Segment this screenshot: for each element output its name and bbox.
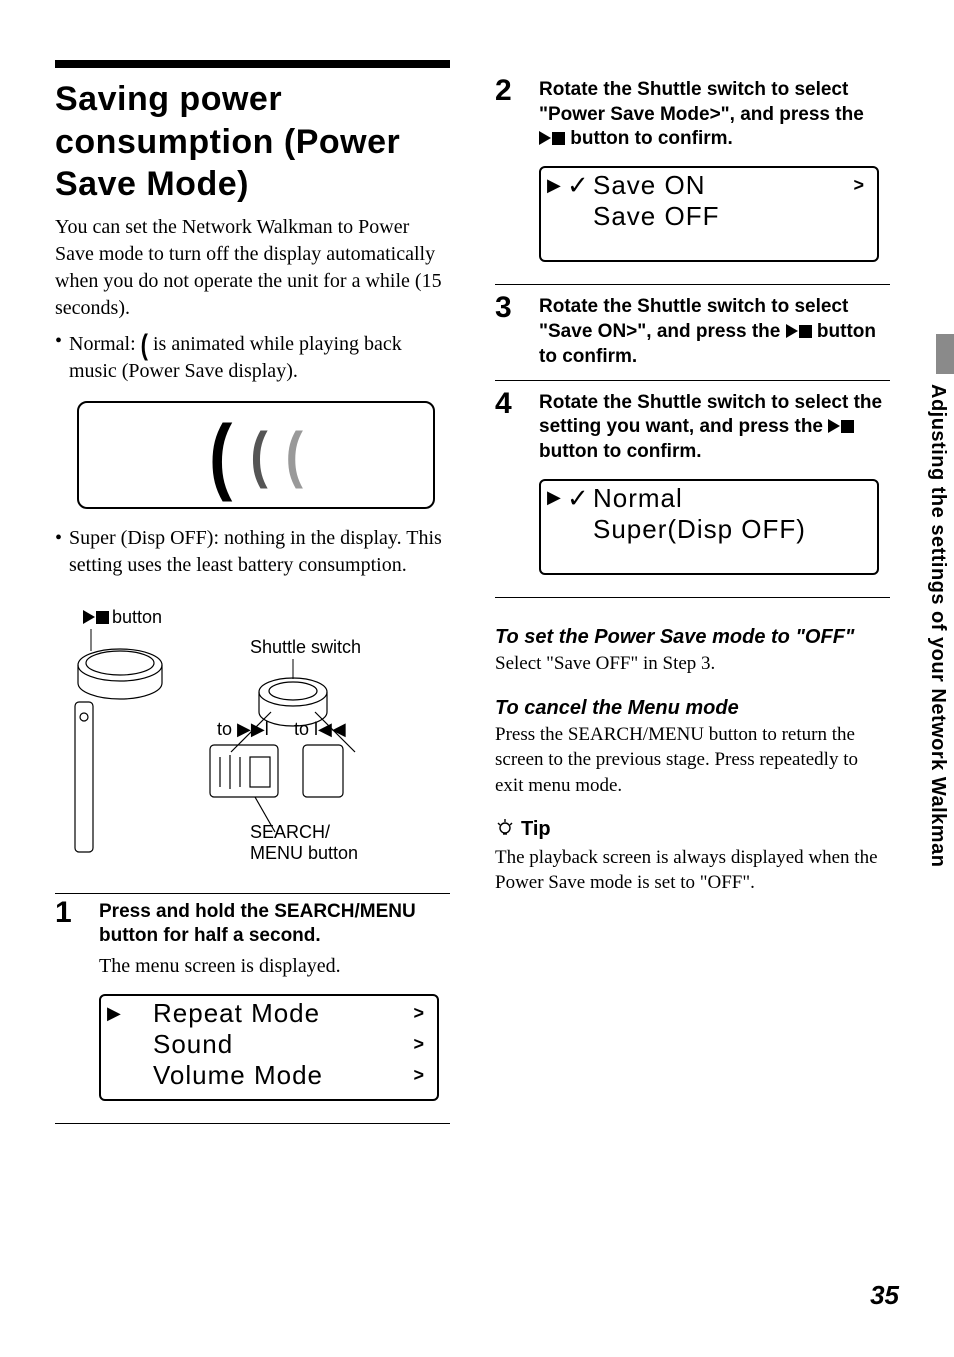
step-2-head-post: button to confirm. (565, 128, 733, 149)
play-stop-icon (539, 131, 565, 145)
sub-cancel-text: Press the SEARCH/MENU button to return t… (495, 722, 890, 799)
step-3-num: 3 (495, 293, 517, 369)
lcd1-row2: Sound (153, 1029, 413, 1060)
intro-text: You can set the Network Walkman to Power… (55, 214, 450, 322)
lcd-step-2: ▶✓Save ON> Save OFF (539, 166, 879, 262)
step-2-num: 2 (495, 76, 517, 152)
lcd1-row3: Volume Mode (153, 1060, 413, 1091)
lcd2-row2: Save OFF (593, 201, 867, 232)
lcd4-row1: Normal (593, 483, 867, 514)
step-1-head: Press and hold the SEARCH/MENU button fo… (99, 900, 450, 949)
lcd-step-1: ▶Repeat Mode> Sound> Volume Mode> (99, 994, 439, 1102)
paren-icon: ( (141, 326, 148, 365)
tip-label: Tip (521, 818, 551, 841)
play-stop-icon (786, 324, 812, 338)
step-4: 4 Rotate the Shuttle switch to select th… (495, 385, 890, 465)
play-stop-icon (828, 419, 854, 433)
sub-off-heading: To set the Power Save mode to "OFF" (495, 626, 890, 649)
step-4-num: 4 (495, 389, 517, 465)
sub-cancel-heading: To cancel the Menu mode (495, 697, 890, 720)
tip-text: The playback screen is always displayed … (495, 845, 890, 896)
title-rule (55, 60, 450, 68)
tip-heading: Tip (495, 817, 890, 843)
bullet-super: • Super (Disp OFF): nothing in the displ… (55, 525, 450, 579)
lcd4-row2: Super(Disp OFF) (593, 514, 867, 545)
step-1: 1 Press and hold the SEARCH/MENU button … (55, 893, 450, 980)
step-3: 3 Rotate the Shuttle switch to select "S… (495, 289, 890, 369)
page-title: Saving power consumption (Power Save Mod… (55, 78, 450, 206)
device-diagram: button Shuttle switch to ▶▶l to l◀◀ SEAR… (55, 607, 450, 887)
bullet-super-text: Super (Disp OFF): nothing in the display… (69, 525, 450, 579)
page-number: 35 (870, 1280, 899, 1311)
step-2: 2 Rotate the Shuttle switch to select "P… (495, 72, 890, 152)
lcd-step-4: ▶✓Normal Super(Disp OFF) (539, 479, 879, 575)
lcd1-row1: Repeat Mode (153, 998, 413, 1029)
lcd2-row1: Save ON (593, 170, 853, 201)
step-4-head-post: button to confirm. (539, 441, 702, 462)
tip-icon (495, 817, 515, 843)
animation-display-box: ( ( ( (77, 401, 435, 509)
step-1-desc: The menu screen is displayed. (99, 953, 450, 980)
section-side-tab: Adjusting the settings of your Network W… (909, 334, 954, 914)
device-illustration-svg (55, 607, 450, 887)
sub-off-text: Select "Save OFF" in Step 3. (495, 651, 890, 677)
step-1-num: 1 (55, 898, 77, 980)
section-label: Adjusting the settings of your Network W… (926, 384, 949, 867)
bullet-normal-pre: Normal: (69, 333, 141, 355)
step-2-head-pre: Rotate the Shuttle switch to select "Pow… (539, 79, 864, 125)
bullet-normal: • Normal: ( is animated while playing ba… (55, 328, 450, 385)
